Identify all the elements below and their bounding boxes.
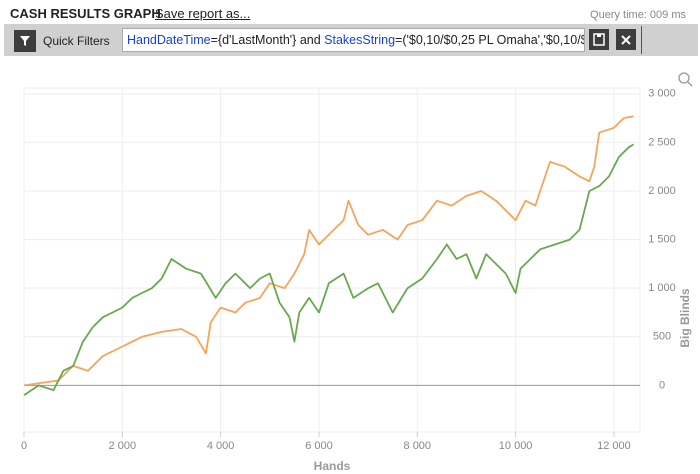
filter-bar: Quick Filters HandDateTime={d'LastMonth'… <box>4 24 698 56</box>
filter-input[interactable]: HandDateTime={d'LastMonth'} and StakesSt… <box>122 28 585 52</box>
keyword: StakesString <box>324 33 396 47</box>
x-axis-title: Hands <box>314 459 351 473</box>
save-filter-button[interactable] <box>589 29 609 50</box>
zoom-icon[interactable] <box>678 72 693 87</box>
x-tick-label: 4 000 <box>207 440 235 452</box>
y-tick-label: 2 500 <box>648 136 676 148</box>
x-tick-label: 0 <box>21 440 27 452</box>
filter-text: ={d'LastMonth'} and <box>210 33 325 47</box>
clear-icon <box>621 35 631 45</box>
y-tick-label: 3 000 <box>648 88 676 100</box>
filter-icon[interactable] <box>14 30 36 52</box>
x-tick-label: 12 000 <box>597 440 631 452</box>
separator <box>641 26 642 54</box>
report-title: CASH RESULTS GRAPH <box>10 6 161 21</box>
query-time: Query time: 009 ms <box>590 9 686 21</box>
x-tick-label: 10 000 <box>499 440 533 452</box>
plot-area <box>23 87 641 433</box>
funnel <box>20 36 30 46</box>
x-tick-label: 6 000 <box>305 440 333 452</box>
series-line <box>23 143 635 396</box>
clear-filter-button[interactable] <box>616 29 636 50</box>
x-tick-label: 8 000 <box>404 440 432 452</box>
y-tick-label: 2 000 <box>648 185 676 197</box>
y-axis-title: Big Blinds <box>678 288 692 348</box>
save-icon <box>593 33 605 46</box>
filter-label: Quick Filters <box>43 34 110 48</box>
keyword: HandDateTime <box>127 33 211 47</box>
y-tick-label: 1 000 <box>648 282 676 294</box>
filter-text: =('$0,10/$0,25 PL Omaha','$0,10/$0,25 <box>395 33 584 47</box>
series-line <box>23 115 634 387</box>
y-tick-label: 1 500 <box>648 233 676 245</box>
chart: Hands Big Blinds 0 2 000 4 000 6 000 8 000 10… <box>21 72 693 473</box>
y-tick-label: 500 <box>653 331 671 343</box>
save-link[interactable]: Save report as... <box>155 6 251 21</box>
header: CASH RESULTS GRAPH Save report as... Que… <box>0 0 700 24</box>
x-tick-label: 2 000 <box>109 440 137 452</box>
y-tick-label: 0 <box>659 379 665 391</box>
